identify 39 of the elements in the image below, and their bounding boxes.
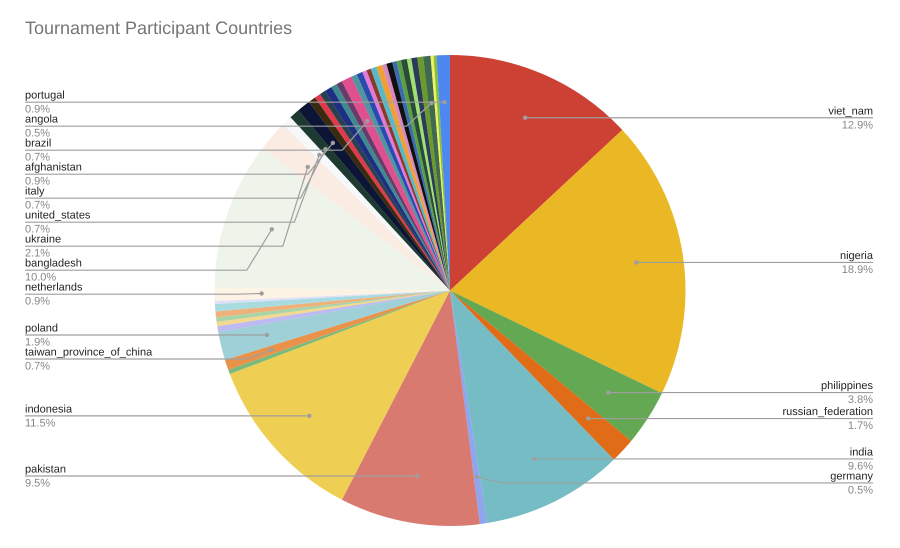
data-label: 2.1% xyxy=(25,248,50,260)
slice-label: poland xyxy=(25,322,58,335)
data-label: 0.5% xyxy=(848,484,874,496)
data-label: 0.7% xyxy=(25,152,50,164)
data-label: 0.7% xyxy=(25,224,50,236)
data-label: 0.7% xyxy=(25,360,50,373)
slice-label: italy xyxy=(25,186,46,198)
data-label: 0.7% xyxy=(25,200,50,212)
slice-label: taiwan_province_of_china xyxy=(25,346,154,359)
slice-label: angola xyxy=(25,114,59,126)
data-label: 12.9% xyxy=(842,119,874,132)
slice-label: brazil xyxy=(25,138,52,150)
data-label: 0.9% xyxy=(25,176,50,188)
data-label: 9.6% xyxy=(848,460,874,472)
data-label: 3.8% xyxy=(848,394,874,406)
slice-label: bangladesh xyxy=(25,258,82,270)
slice-label: indonesia xyxy=(25,403,73,416)
slice-label: ukraine xyxy=(25,234,62,246)
data-label: 0.5% xyxy=(25,128,50,140)
slice-label: nigeria xyxy=(840,250,874,262)
slice-label: india xyxy=(850,446,874,458)
slice-label: viet_nam xyxy=(828,105,873,118)
data-label: 11.5% xyxy=(25,417,56,430)
data-label: 10.0% xyxy=(25,272,56,284)
data-label: 0.9% xyxy=(25,104,50,116)
slice-label: germany xyxy=(830,470,874,482)
slice-label: united_states xyxy=(25,210,91,222)
data-label: 1.9% xyxy=(25,336,50,349)
chart-title: Tournament Participant Countries xyxy=(25,18,292,39)
slice-label: pakistan xyxy=(25,464,66,476)
slice-label: philippines xyxy=(821,380,874,392)
slice-label: netherlands xyxy=(25,282,83,294)
data-label: 9.5% xyxy=(25,478,50,490)
slice-label: afghanistan xyxy=(25,162,82,174)
slice-label: russian_federation xyxy=(782,406,873,418)
data-label: 1.7% xyxy=(848,420,874,432)
data-label: 0.9% xyxy=(25,296,50,308)
data-label: 18.9% xyxy=(842,264,874,276)
slice-label: portugal xyxy=(25,90,65,102)
